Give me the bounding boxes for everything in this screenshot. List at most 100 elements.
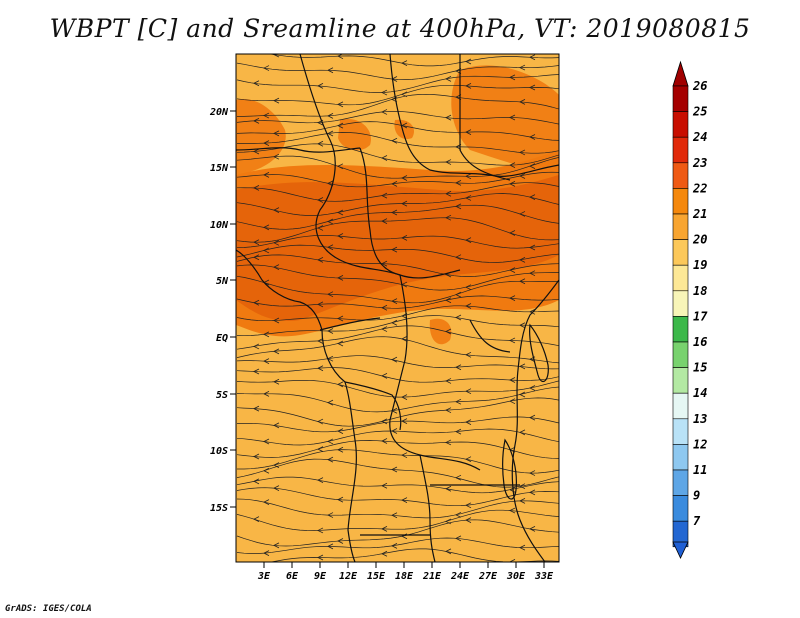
streamline-arrow: [337, 538, 344, 544]
streamline-arrow: [445, 76, 452, 82]
colorbar-label: 21: [692, 207, 707, 221]
streamline-arrow: [337, 163, 344, 170]
streamline-arrow: [445, 214, 452, 221]
streamline-arrow: [317, 82, 324, 89]
streamline-arrow: [529, 470, 536, 476]
streamline-arrow: [381, 192, 388, 199]
streamline-arrow: [401, 313, 408, 319]
streamline-arrow: [445, 485, 452, 492]
streamline-arrow: [445, 297, 452, 304]
lat-label: 15S: [210, 503, 228, 514]
streamline: [236, 182, 559, 202]
streamline-arrow: [317, 446, 324, 452]
colorbar-cell: [672, 188, 689, 215]
streamline: [236, 264, 559, 291]
streamline-arrow: [253, 368, 260, 375]
streamline-arrow: [337, 275, 344, 281]
streamline-arrow: [391, 209, 398, 216]
streamline-arrow: [253, 343, 260, 350]
streamline: [236, 397, 559, 427]
lon-label: 33E: [534, 571, 554, 582]
streamline-arrow: [465, 173, 472, 180]
streamline: [237, 449, 559, 474]
streamline-arrow: [253, 118, 260, 124]
software-credit: GrADS: IGES/COLA: [5, 604, 92, 614]
streamline-arrow: [519, 64, 526, 71]
streamline-arrow: [327, 399, 334, 406]
colorbar-cell: [672, 367, 689, 394]
streamline-arrow: [401, 452, 408, 459]
streamline: [236, 62, 559, 80]
streamline-arrow: [253, 254, 260, 261]
streamline-arrow: [509, 337, 516, 344]
streamline: [236, 440, 559, 459]
streamline-arrow: [509, 295, 516, 301]
streamline: [236, 458, 559, 488]
streamline-arrow: [263, 247, 270, 254]
streamline: [236, 132, 559, 154]
streamline-arrow: [455, 511, 462, 518]
streamline-arrow: [519, 149, 526, 156]
streamline-arrow: [273, 153, 280, 160]
streamline-arrow: [391, 356, 398, 363]
colorbar-cell: [672, 495, 689, 522]
streamline-arrow: [337, 122, 344, 129]
lat-label: 5N: [216, 276, 229, 287]
lon-label: 24E: [450, 571, 470, 582]
colorbar-label: 23: [692, 156, 707, 170]
streamline-arrow: [529, 134, 536, 140]
streamline-arrow: [381, 304, 388, 311]
streamline-arrow: [519, 322, 526, 329]
streamline-arrow: [465, 195, 472, 201]
streamline-arrow: [273, 54, 280, 58]
streamline: [236, 379, 559, 398]
streamline: [236, 519, 559, 547]
colorbar: 26 25 24 23 22 21 20 19 18 17 16 15 14 13 12 11 9 7: [672, 60, 708, 559]
colorbar-label: 20: [692, 233, 707, 247]
streamline-arrow: [327, 291, 334, 298]
colorbar-bottom-triangle: [672, 541, 689, 559]
streamline: [236, 509, 559, 531]
streamline: [236, 217, 559, 243]
streamline: [236, 355, 559, 370]
streamline-arrow: [317, 554, 324, 561]
lon-label: 9E: [314, 571, 327, 582]
streamline-arrow: [445, 407, 452, 414]
streamline-arrow: [273, 239, 280, 246]
streamline-arrow: [337, 101, 344, 108]
streamline-arrow: [519, 256, 526, 263]
colorbar-cell: [672, 239, 689, 266]
streamline: [236, 487, 559, 507]
streamline-arrow: [529, 84, 536, 91]
streamline-arrow: [401, 418, 408, 424]
lon-label: 3E: [257, 571, 271, 582]
colorbar-cell: [672, 85, 689, 112]
streamline-arrow: [529, 414, 536, 421]
streamline: [236, 204, 559, 230]
colorbar-label: 18: [693, 284, 707, 298]
streamline-arrow: [455, 203, 462, 210]
streamline-arrow: [465, 388, 472, 395]
streamline-arrow: [391, 543, 398, 549]
streamline: [236, 275, 559, 304]
streamline-arrow: [263, 438, 270, 445]
streamline-arrow: [263, 112, 270, 119]
streamline-arrow: [455, 364, 462, 371]
streamline-arrow: [253, 148, 260, 155]
lon-label: 12E: [339, 571, 358, 582]
streamline-arrow: [391, 137, 398, 144]
lat-label: EQ: [216, 333, 228, 344]
streamline-arrow: [455, 180, 462, 186]
streamline-arrow: [509, 398, 516, 405]
streamline-arrow: [455, 144, 462, 150]
colorbar-label: 25: [692, 105, 707, 119]
streamline-arrow: [455, 291, 462, 298]
streamline-arrow: [273, 264, 280, 271]
streamline: [236, 386, 559, 413]
streamline-arrow: [455, 428, 462, 435]
lon-label: 6E: [286, 571, 299, 582]
streamline-arrow: [273, 97, 280, 104]
streamline-arrow: [519, 544, 526, 551]
streamline-arrow: [253, 239, 260, 246]
streamline-arrow: [445, 378, 452, 384]
